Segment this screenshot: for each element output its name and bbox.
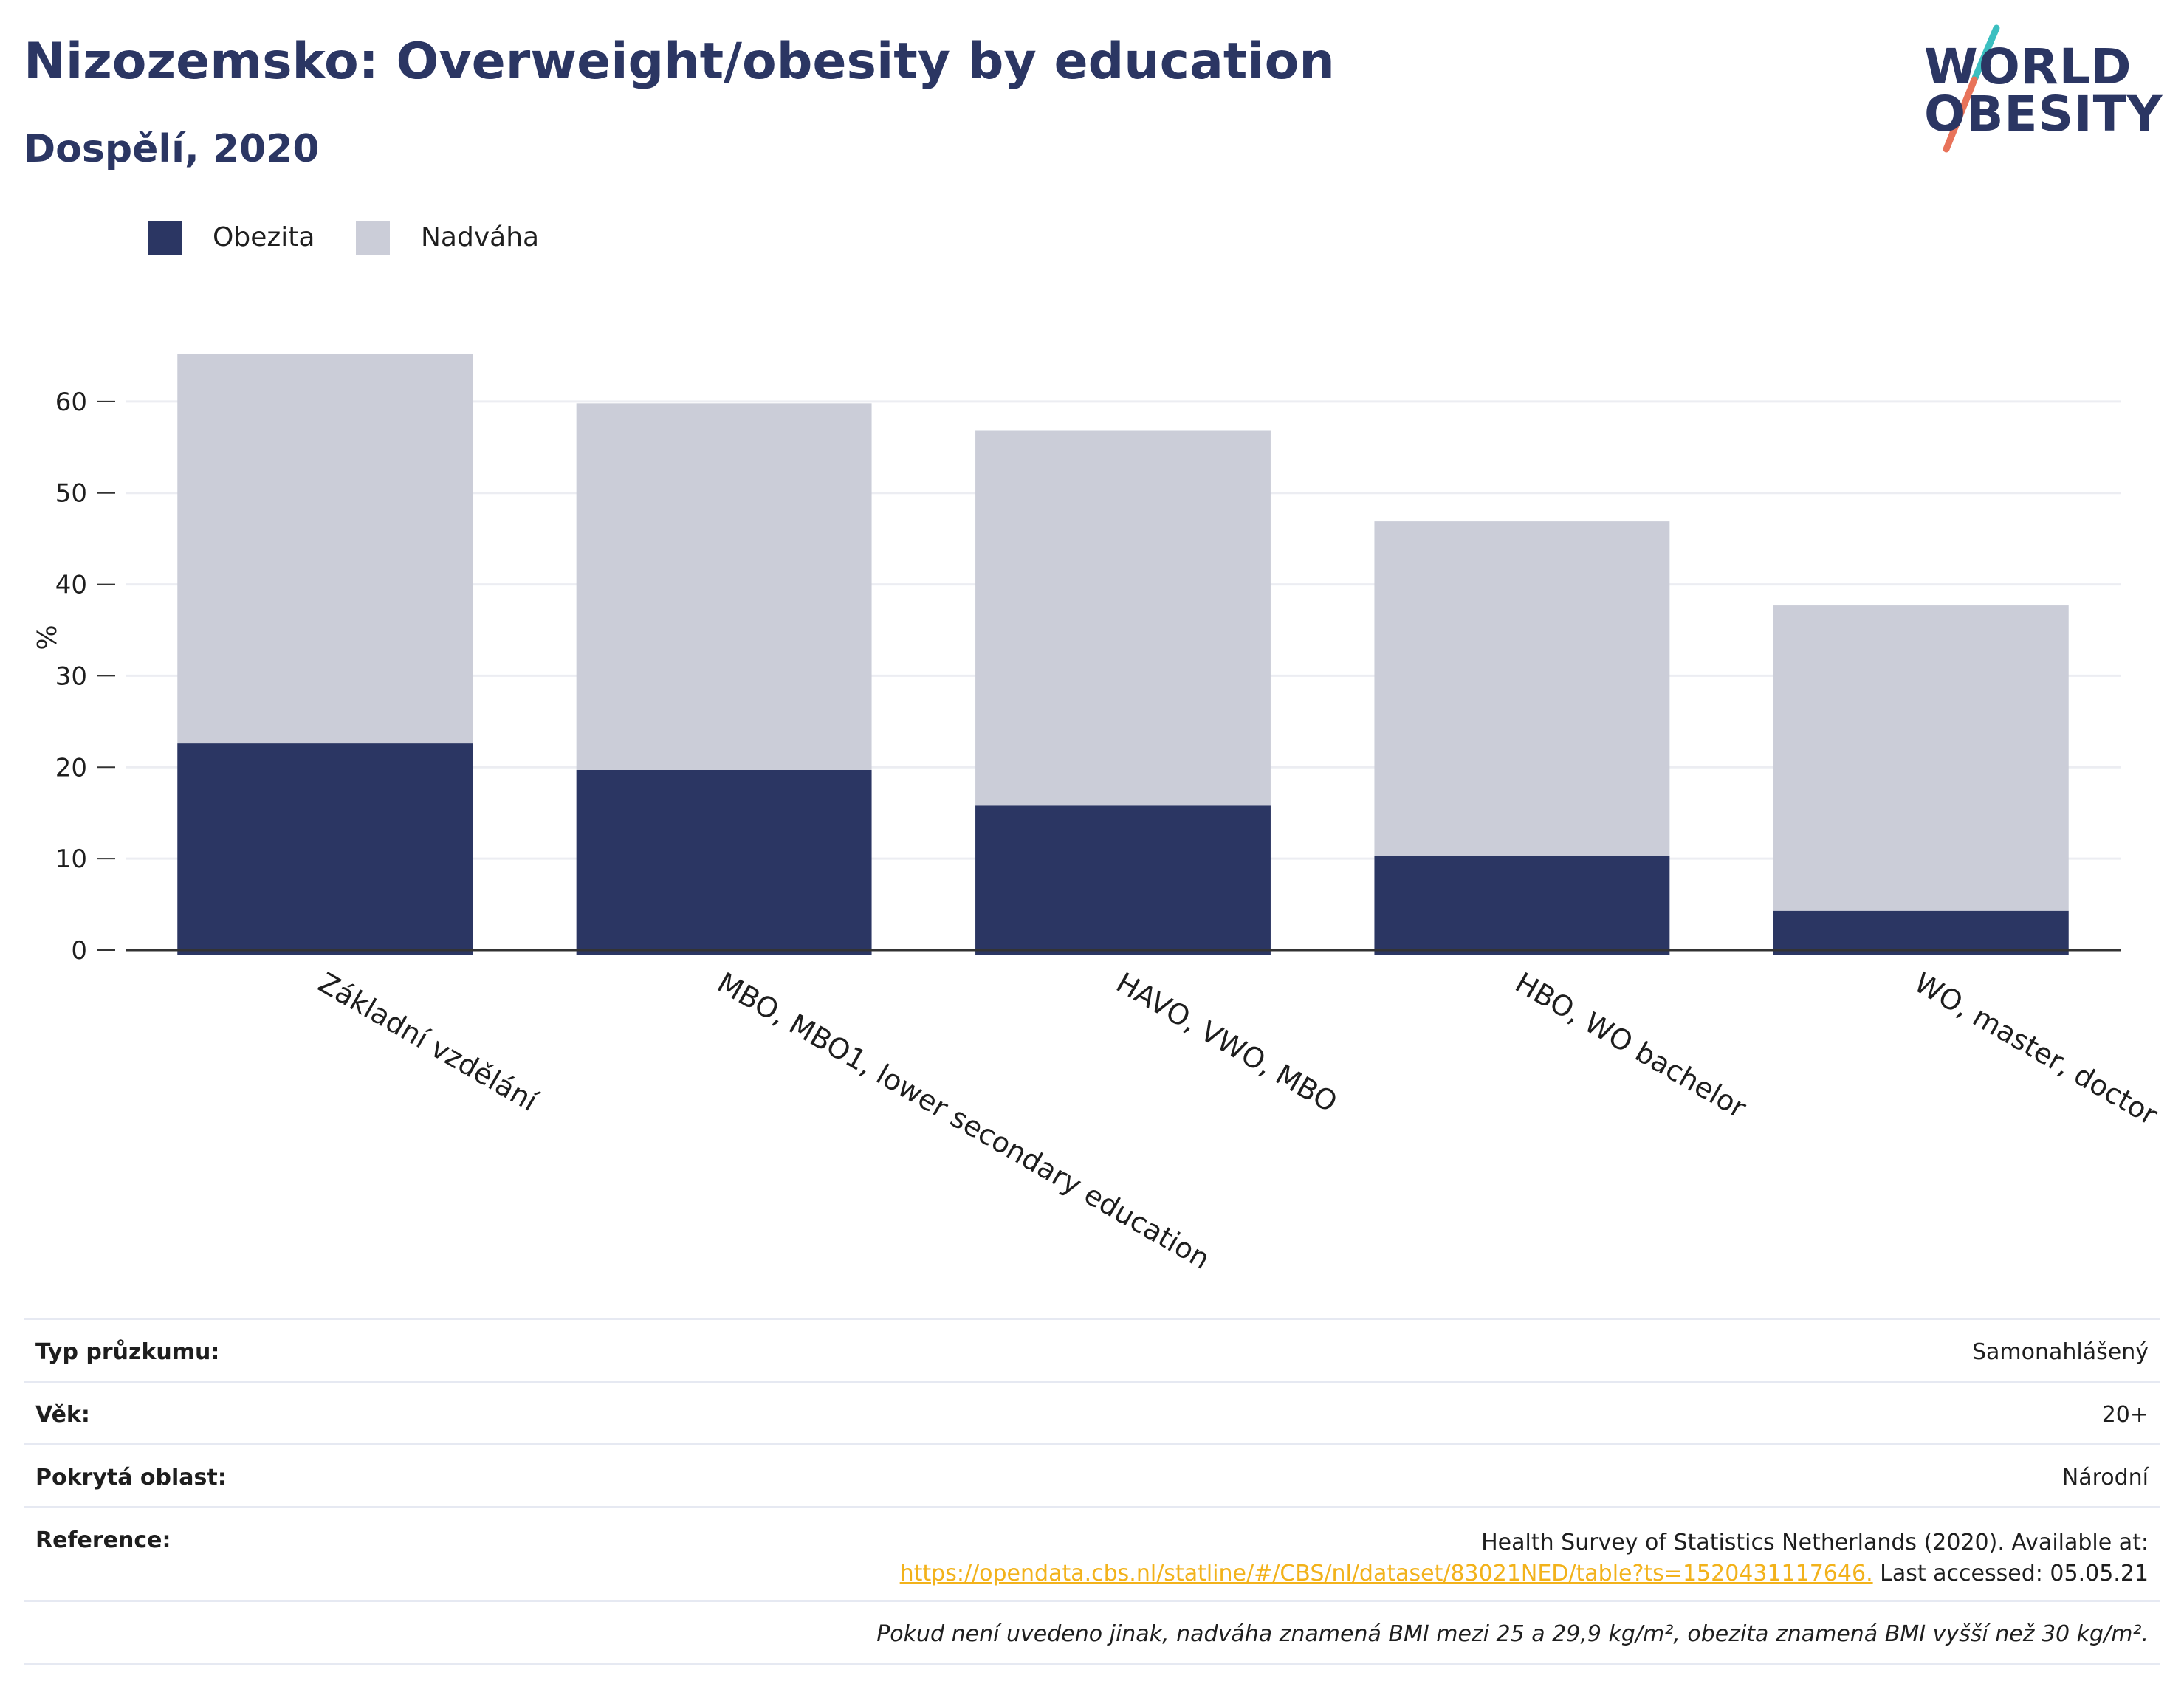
logo-text-world: WORLD: [1924, 38, 2132, 95]
y-tick-label: 50: [55, 479, 87, 509]
info-row-age: Věk: 20+: [24, 1381, 2160, 1443]
stacked-bar-chart: 0 10 20 30 40 50 60% Základní vzdělání MBO, MBO1…: [32, 354, 2163, 1276]
legend-swatch-obesity: [148, 221, 182, 255]
x-tick-label: HAVO, VWO, MBO: [1111, 966, 1343, 1119]
y-tick-label: 20: [55, 753, 87, 783]
info-row-survey-type: Typ průzkumu: Samonahlášený: [24, 1318, 2160, 1381]
age-value: 20+: [2101, 1402, 2149, 1428]
reference-value: Health Survey of Statistics Netherlands …: [900, 1527, 2149, 1589]
bar-obesity: [177, 743, 473, 955]
y-tick-label: 40: [55, 571, 87, 600]
y-tick-label: 0: [71, 936, 87, 966]
reference-accessed: Last accessed: 05.05.21: [1872, 1561, 2149, 1586]
chart-subtitle: Dospělí, 2020: [24, 127, 320, 171]
y-axis-label: %: [32, 625, 63, 650]
reference-text: Health Survey of Statistics Netherlands …: [1481, 1530, 2149, 1555]
bar-obesity: [1773, 910, 2069, 955]
age-label: Věk:: [35, 1402, 90, 1428]
reference-label: Reference:: [35, 1527, 171, 1553]
bar-overweight: [177, 354, 473, 744]
world-obesity-logo: WORLD OBESITY: [1912, 22, 2178, 162]
coverage-value: Národní: [2061, 1465, 2149, 1491]
bar-obesity: [1374, 856, 1670, 955]
bar-overweight: [576, 403, 872, 771]
x-tick-label: MBO, MBO1, lower secondary education: [712, 966, 1215, 1276]
logo-slash-icon: [1943, 24, 2000, 153]
bar-obesity: [975, 805, 1271, 955]
bar-overweight: [975, 430, 1271, 806]
legend-swatch-overweight: [356, 221, 390, 255]
bar-overweight: [1773, 605, 2069, 911]
survey-type-label: Typ průzkumu:: [35, 1339, 220, 1365]
bar-obesity: [576, 770, 872, 955]
legend-label-overweight: Nadváha: [421, 222, 540, 252]
logo-text-obesity: OBESITY: [1924, 86, 2163, 142]
survey-type-value: Samonahlášený: [1972, 1339, 2149, 1365]
info-row-reference: Reference: Health Survey of Statistics N…: [24, 1506, 2160, 1600]
info-row-note: Pokud není uvedeno jinak, nadváha znamen…: [24, 1600, 2160, 1665]
chart-title: Nizozemsko: Overweight/obesity by educat…: [24, 32, 1335, 91]
bar-overweight: [1374, 521, 1670, 856]
survey-info-table: Typ průzkumu: Samonahlášený Věk: 20+ Pok…: [24, 1318, 2160, 1665]
info-row-coverage: Pokrytá oblast: Národní: [24, 1443, 2160, 1506]
reference-link-line: https://opendata.cbs.nl/statline/#/CBS/n…: [900, 1558, 2149, 1589]
x-tick-label: Základní vzdělání: [313, 966, 544, 1118]
x-tick-label: HBO, WO bachelor: [1510, 966, 1752, 1125]
y-tick-label: 30: [55, 661, 87, 691]
x-tick-label: WO, master, doctor: [1909, 966, 2163, 1132]
y-tick-label: 60: [55, 388, 87, 417]
y-tick-label: 10: [55, 845, 87, 874]
reference-link[interactable]: https://opendata.cbs.nl/statline/#/CBS/n…: [899, 1561, 1873, 1586]
bmi-note: Pokud není uvedeno jinak, nadváha znamen…: [876, 1621, 2149, 1647]
coverage-label: Pokrytá oblast:: [35, 1465, 227, 1491]
legend-label-obesity: Obezita: [213, 222, 315, 252]
